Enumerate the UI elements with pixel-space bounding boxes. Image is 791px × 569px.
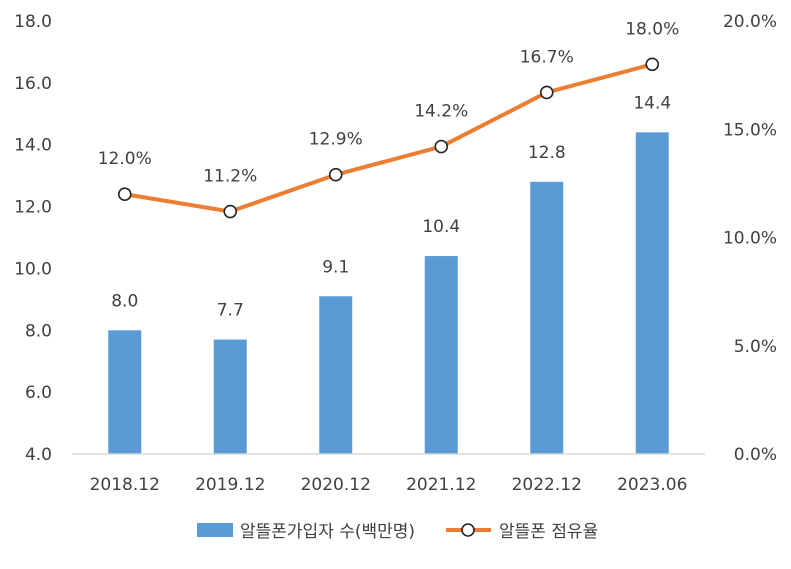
bar-data-label: 10.4	[422, 217, 460, 237]
line-marker	[539, 85, 554, 100]
x-axis-tick-label: 2021.12	[406, 475, 476, 495]
left-axis-tick-label: 4.0	[25, 445, 52, 465]
line-data-label: 14.2%	[414, 102, 468, 122]
right-axis-tick-label: 15.0%	[723, 120, 777, 140]
right-axis-tick-label: 0.0%	[734, 445, 777, 465]
legend-line-marker	[461, 523, 475, 537]
left-axis-tick-label: 14.0	[14, 136, 52, 156]
bar	[424, 256, 458, 454]
left-axis-ticks: 4.0 6.0 8.0 10.0 12.0 14.0 16.0 18.0	[14, 12, 52, 465]
line-data-label: 18.0%	[625, 19, 679, 39]
left-axis-tick-label: 10.0	[14, 259, 52, 279]
line-data-label: 12.9%	[309, 130, 363, 150]
bar-data-label: 14.4	[633, 93, 671, 113]
right-axis-ticks: 0.0% 5.0% 10.0% 15.0% 20.0%	[723, 12, 777, 465]
bar	[108, 330, 142, 454]
line-series	[117, 57, 660, 219]
bar	[635, 132, 669, 455]
line-marker	[117, 187, 132, 201]
bar-data-labels: 8.0 7.7 9.1 10.4 12.8 14.4	[111, 93, 671, 320]
x-axis-ticks: 2018.12 2019.12 2020.12 2021.12 2022.12 2023.…	[90, 475, 688, 495]
line-data-label: 11.2%	[203, 167, 257, 187]
x-axis-tick-label: 2022.12	[512, 475, 582, 495]
left-axis-tick-label: 6.0	[25, 383, 52, 403]
line-marker	[645, 57, 660, 72]
series-line	[122, 62, 655, 214]
bar	[213, 339, 247, 454]
bar-data-label: 12.8	[528, 143, 566, 163]
x-axis-tick-label: 2018.12	[90, 475, 160, 495]
bar-data-label: 8.0	[111, 291, 138, 311]
legend-line-label: 알뜰폰 점유율	[499, 522, 598, 542]
legend-bar-swatch	[197, 523, 233, 537]
x-axis-tick-label: 2019.12	[195, 475, 265, 495]
right-axis-tick-label: 20.0%	[723, 12, 777, 32]
bar	[530, 181, 564, 455]
left-axis-tick-label: 16.0	[14, 74, 52, 94]
line-marker	[434, 139, 449, 154]
line-marker	[223, 204, 238, 219]
left-axis-tick-label: 18.0	[14, 12, 52, 32]
line-data-labels: 12.0% 11.2% 12.9% 14.2% 16.7% 18.0%	[98, 19, 680, 186]
bar-series	[108, 132, 669, 455]
x-axis-tick-label: 2020.12	[301, 475, 371, 495]
x-axis-tick-label: 2023.06	[617, 475, 687, 495]
right-axis-tick-label: 5.0%	[734, 337, 777, 357]
line-data-label: 16.7%	[520, 47, 574, 67]
legend: 알뜰폰가입자 수(백만명) 알뜰폰 점유율	[197, 522, 598, 542]
left-axis-tick-label: 12.0	[14, 198, 52, 218]
line-marker	[328, 167, 343, 182]
right-axis-tick-label: 10.0%	[723, 229, 777, 249]
bar	[319, 296, 353, 454]
bar-data-label: 9.1	[322, 257, 349, 277]
line-data-label: 12.0%	[98, 149, 152, 169]
bar-data-label: 7.7	[217, 301, 244, 321]
legend-bar-label: 알뜰폰가입자 수(백만명)	[240, 522, 415, 542]
left-axis-tick-label: 8.0	[25, 321, 52, 341]
